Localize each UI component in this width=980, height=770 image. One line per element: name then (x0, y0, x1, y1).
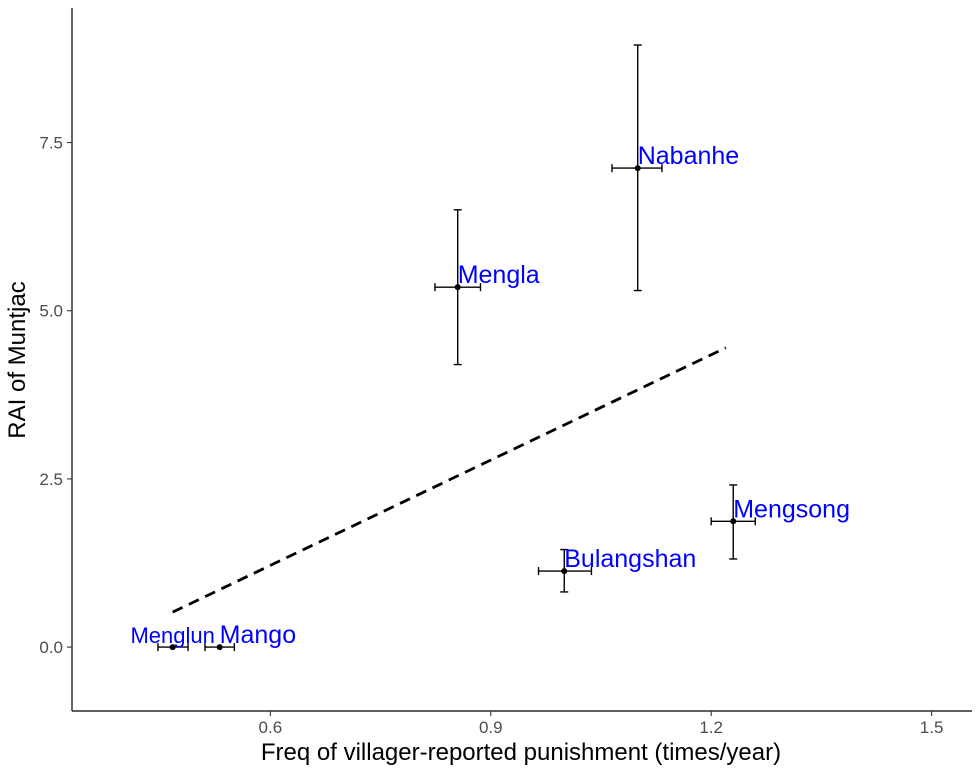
x-axis-title: Freq of villager-reported punishment (ti… (261, 739, 781, 766)
data-point (454, 284, 461, 291)
point-label: Nabanhe (638, 142, 739, 170)
points-group (169, 165, 737, 651)
x-tick-label: 1.2 (699, 718, 723, 737)
point-labels-group: Menglun Mango Mengla Nabanhe Bulangshan Mengs… (130, 142, 850, 649)
y-axis-title: RAI of Muntjac (4, 281, 31, 438)
point-label: Menglun (130, 623, 214, 648)
point-label: Mango (220, 621, 296, 649)
trend-line-group (172, 346, 727, 614)
y-tick-label: 2.5 (39, 470, 63, 489)
trend-line (172, 346, 727, 614)
data-point (169, 644, 176, 651)
data-point (730, 518, 737, 525)
x-tick-label: 1.5 (920, 718, 944, 737)
axes: 0.6 0.9 1.2 1.5 0.0 2.5 5.0 7.5 (39, 8, 972, 737)
point-label: Mengsong (733, 495, 850, 523)
point-label: Mengla (458, 261, 540, 289)
y-tick-label: 0.0 (39, 638, 63, 657)
data-point (216, 644, 223, 651)
x-tick-label: 0.6 (259, 718, 283, 737)
x-tick-label: 0.9 (479, 718, 503, 737)
data-point (561, 568, 568, 575)
point-label: Bulangshan (564, 545, 696, 573)
y-tick-label: 5.0 (39, 302, 63, 321)
data-point (634, 165, 641, 172)
y-tick-label: 7.5 (39, 134, 63, 153)
